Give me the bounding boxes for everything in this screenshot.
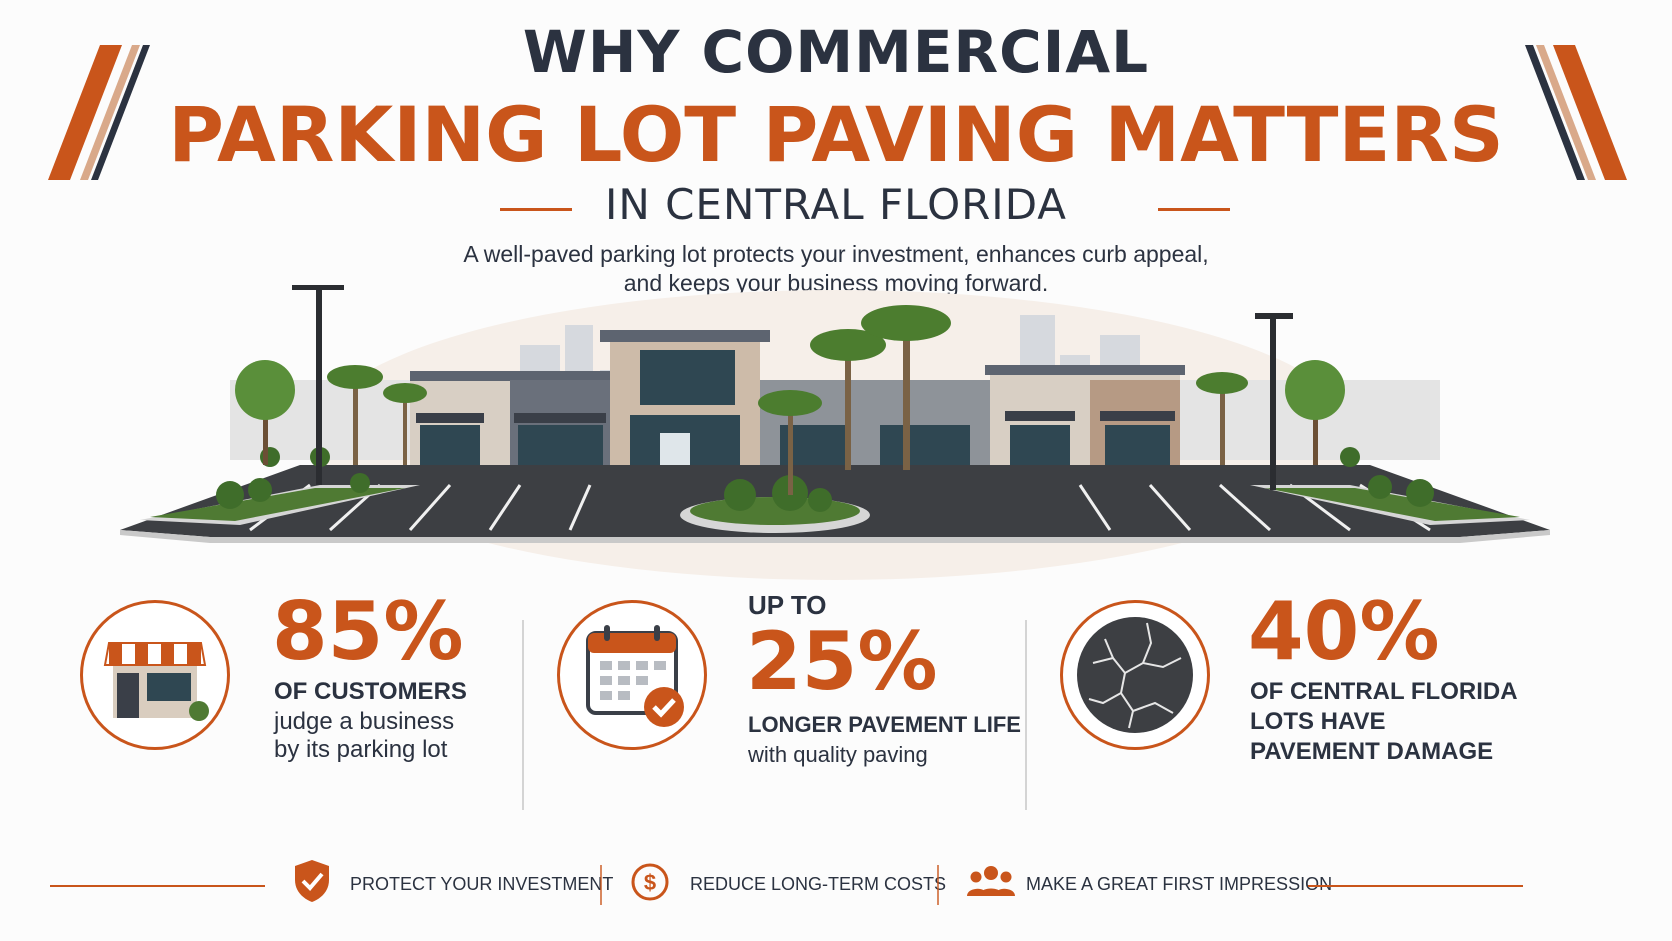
stat-2-value: 25% (746, 615, 938, 708)
stat-2-prefix: UP TO (748, 590, 827, 620)
stat-divider-1 (522, 620, 524, 810)
stat-2-body-line-1: with quality paving (748, 742, 928, 767)
footer-left-rule (50, 885, 265, 887)
page-title: PARKING LOT PAVING MATTERS (168, 90, 1504, 179)
footer-right-rule (1308, 885, 1523, 887)
storefront-circle (80, 600, 230, 750)
subtitle: IN CENTRAL FLORIDA (604, 180, 1068, 229)
subtitle-right-rule (1158, 208, 1230, 211)
stat-3-headline-line-2: LOTS HAVE (1250, 708, 1386, 735)
stat-2-headline: LONGER PAVEMENT LIFE (748, 712, 1021, 737)
dollar-coin-icon: $ (631, 863, 669, 901)
subtitle-left-rule (500, 208, 572, 211)
stat-divider-2 (1025, 620, 1027, 810)
calendar-circle (557, 600, 707, 750)
left-stripes-decoration (48, 45, 150, 180)
cracked-pavement-icon (1077, 617, 1193, 733)
stat-1-body-line-2: by its parking lot (274, 736, 448, 763)
footer-item-2-label: REDUCE LONG-TERM COSTS (690, 874, 947, 894)
footer-item-3-label: MAKE A GREAT FIRST IMPRESSION (1026, 874, 1333, 894)
footer-divider-1 (600, 865, 602, 905)
tagline-line-1: A well-paved parking lot protects your i… (463, 241, 1209, 267)
shopping-center-parking-lot-illustration (120, 285, 1550, 580)
calendar-check-icon (586, 625, 684, 727)
footer-item-1-label: PROTECT YOUR INVESTMENT (350, 874, 614, 894)
stat-3-value: 40% (1248, 585, 1440, 678)
title-top: WHY COMMERCIAL (522, 18, 1150, 86)
stat-1-body-line-1: judge a business (274, 708, 455, 735)
shield-check-icon (295, 860, 329, 902)
stat-1-headline: OF CUSTOMERS (274, 678, 467, 705)
storefront-icon (103, 642, 209, 721)
stat-1-value: 85% (272, 585, 464, 678)
footer-divider-2 (937, 865, 939, 905)
people-group-icon (967, 866, 1015, 896)
cracked-pavement-circle (1060, 600, 1210, 750)
stat-3-headline-line-1: OF CENTRAL FLORIDA (1250, 678, 1518, 705)
stat-3-headline-line-3: PAVEMENT DAMAGE (1250, 738, 1494, 765)
right-stripes-decoration (1525, 45, 1627, 180)
svg-text:$: $ (644, 870, 656, 895)
